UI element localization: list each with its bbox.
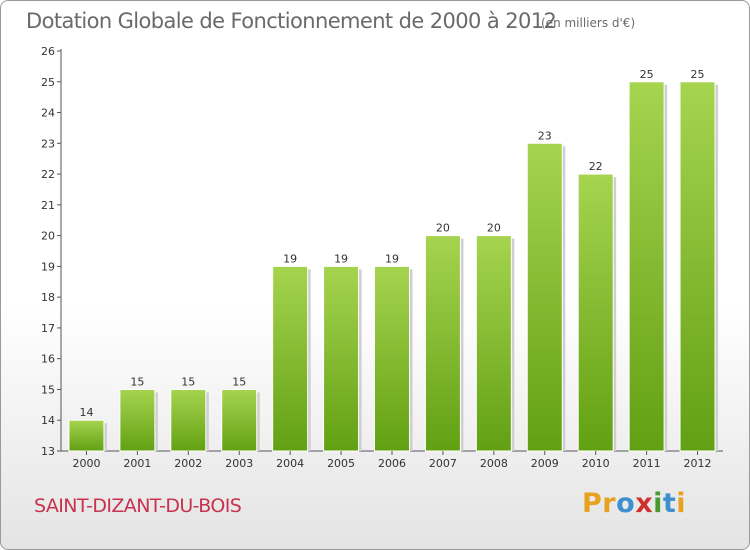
x-tick-label: 2009: [531, 457, 559, 470]
bar-value-label: 19: [385, 252, 399, 265]
y-tick-label: 23: [41, 137, 55, 150]
bar-value-label: 20: [436, 222, 450, 235]
logo-letter: r: [602, 488, 617, 519]
bar-value-label: 15: [232, 375, 246, 388]
bar-value-label: 19: [334, 252, 348, 265]
commune-name: SAINT-DIZANT-DU-BOIS: [34, 495, 242, 517]
chart-subtitle: (en milliers d'€): [541, 16, 636, 30]
y-tick-label: 26: [41, 45, 55, 58]
x-tick-label: 2003: [225, 457, 253, 470]
y-tick-label: 25: [41, 76, 55, 89]
logo-letter: i: [653, 488, 663, 519]
y-tick-label: 22: [41, 168, 55, 181]
bar: [323, 265, 360, 452]
y-tick-label: 16: [41, 353, 55, 366]
bar: [475, 235, 512, 452]
bar: [221, 388, 258, 452]
bar: [679, 81, 716, 452]
x-tick-label: 2004: [276, 457, 304, 470]
bar-value-label: 22: [589, 160, 603, 173]
x-tick-label: 2008: [480, 457, 508, 470]
bar: [68, 419, 105, 452]
y-tick-label: 17: [41, 322, 55, 335]
bar: [526, 142, 563, 452]
x-tick-label: 2006: [378, 457, 406, 470]
bar-value-label: 15: [130, 375, 144, 388]
y-tick-label: 18: [41, 291, 55, 304]
y-tick-label: 14: [41, 414, 55, 427]
y-tick-label: 19: [41, 260, 55, 273]
bar: [272, 265, 309, 452]
bar: [424, 235, 461, 452]
y-tick-label: 21: [41, 199, 55, 212]
bar: [119, 388, 156, 452]
logo-letter: t: [662, 488, 677, 519]
x-tick-label: 2010: [582, 457, 610, 470]
bar-value-label: 23: [538, 129, 552, 142]
bar-value-label: 25: [640, 68, 654, 81]
x-tick-label: 2002: [174, 457, 202, 470]
bar-value-label: 19: [283, 252, 297, 265]
y-tick-label: 13: [41, 445, 55, 458]
y-tick-label: 20: [41, 230, 55, 243]
logo-letter: i: [676, 488, 687, 519]
chart-title: Dotation Globale de Fonctionnement de 20…: [26, 9, 557, 33]
proxiti-logo: Proxiti: [582, 488, 686, 519]
logo-letter: P: [582, 488, 603, 519]
x-tick-label: 2007: [429, 457, 457, 470]
bar-value-label: 14: [79, 406, 93, 419]
bar: [170, 388, 207, 452]
x-tick-label: 2005: [327, 457, 355, 470]
logo-letter: x: [635, 488, 654, 519]
x-tick-label: 2000: [72, 457, 100, 470]
bar-value-label: 15: [181, 375, 195, 388]
bar: [374, 265, 410, 452]
bar: [577, 173, 614, 452]
y-tick-label: 15: [41, 383, 55, 396]
bar-value-label: 20: [487, 222, 501, 235]
bar-value-label: 25: [691, 68, 705, 81]
logo-letter: o: [616, 488, 636, 519]
bar: [628, 81, 665, 452]
y-tick-label: 24: [41, 107, 55, 120]
x-tick-label: 2001: [123, 457, 151, 470]
x-tick-label: 2012: [684, 457, 712, 470]
x-tick-label: 2011: [633, 457, 661, 470]
